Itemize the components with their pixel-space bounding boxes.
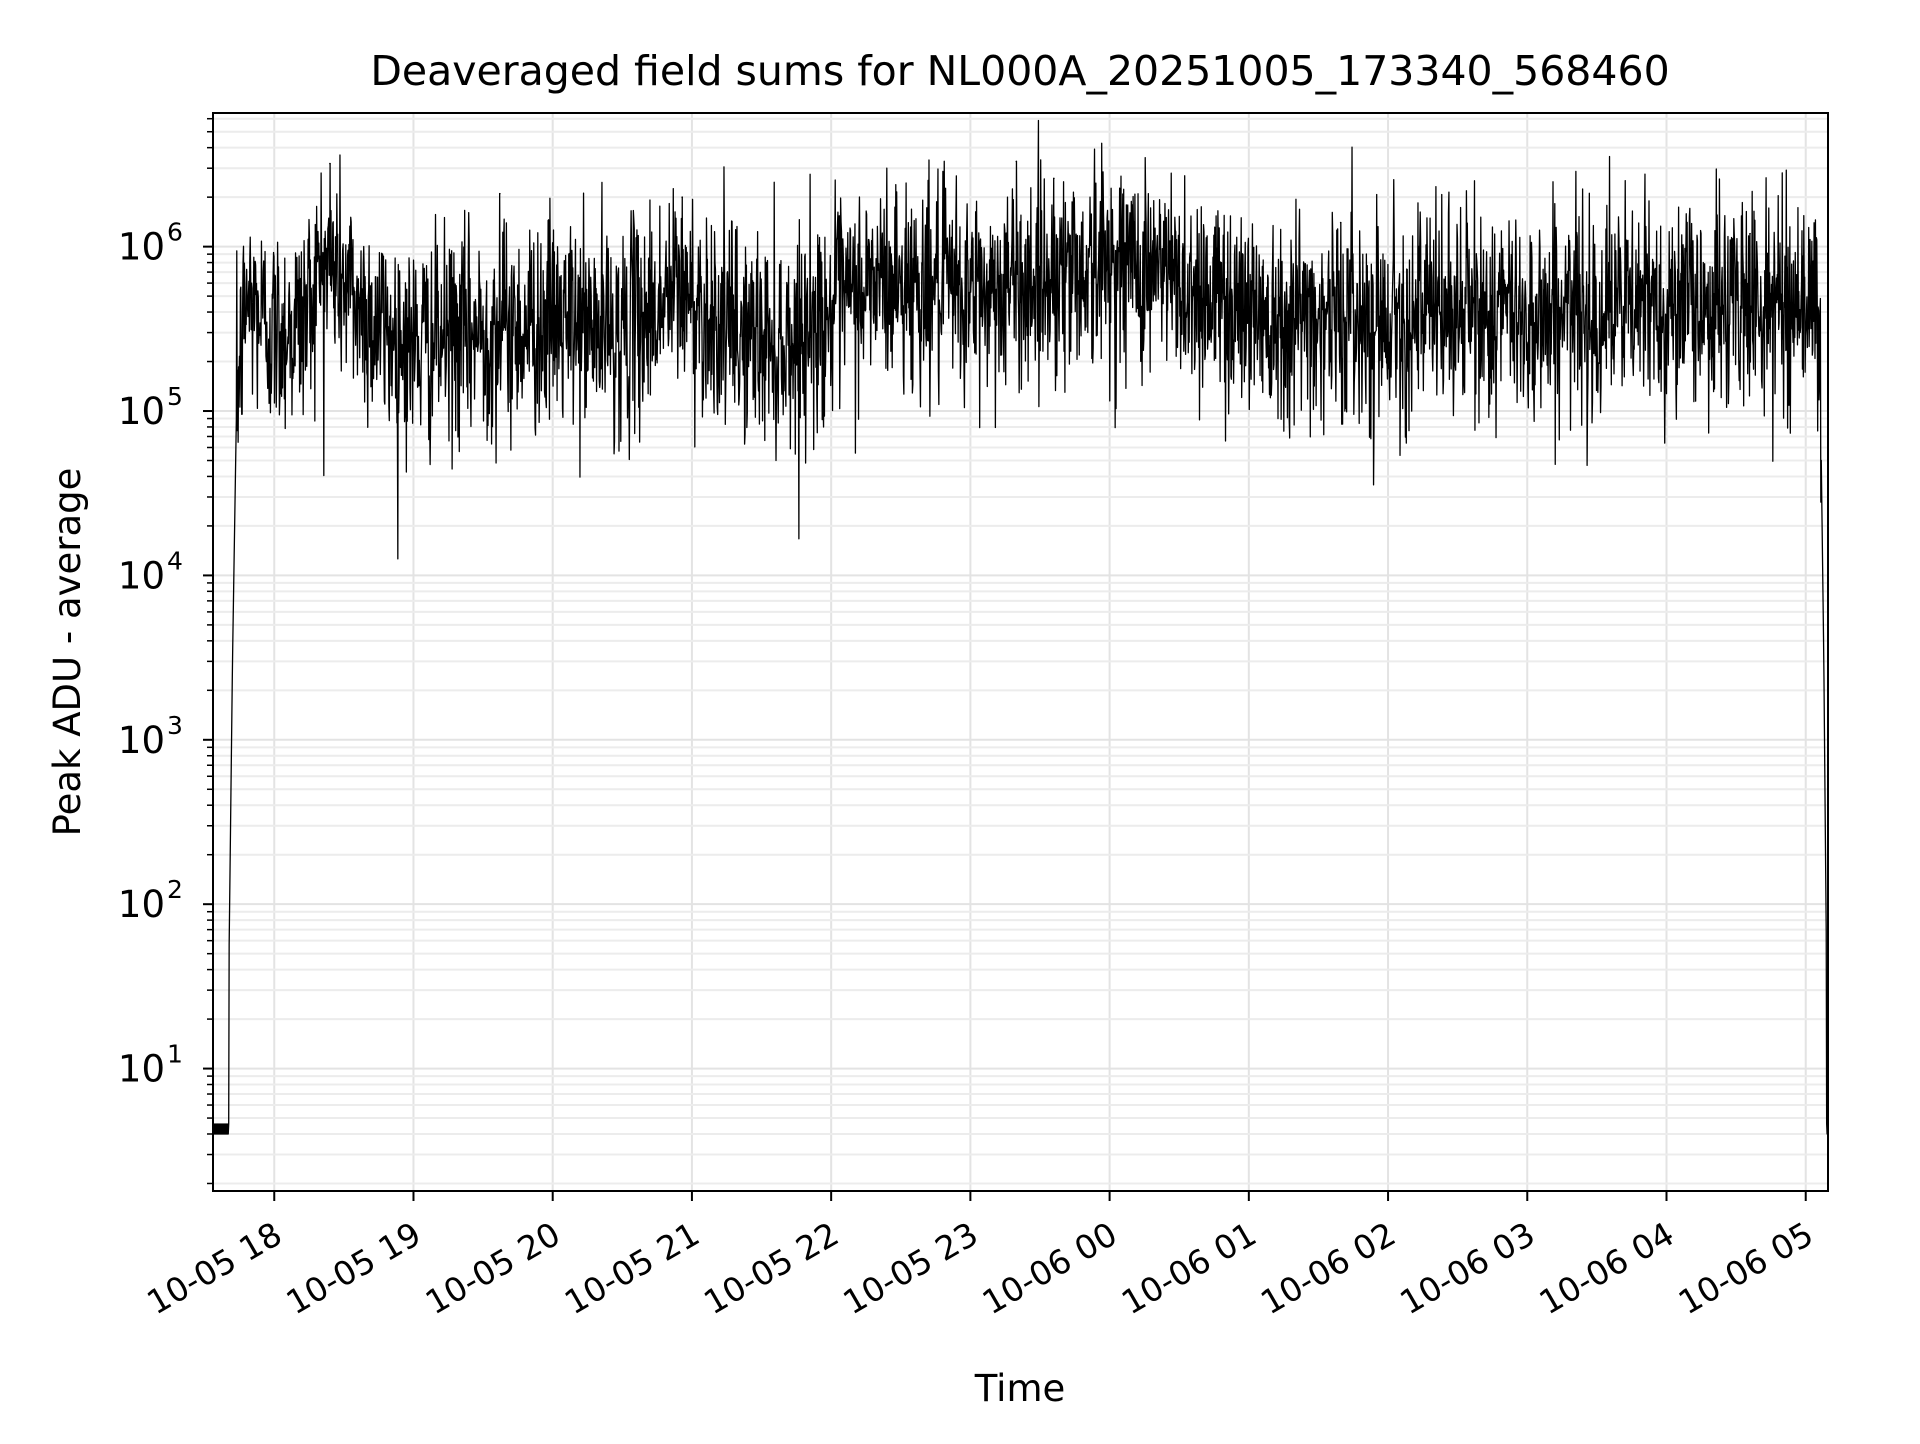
y-tick-exponent: 6 [167,218,183,247]
data-series-line [212,119,1829,1135]
y-tick-label: 10 2 [118,875,183,926]
y-tick-base: 10 [118,883,165,926]
y-axis-label: Peak ADU - average [46,468,89,837]
y-tick-base: 10 [118,390,165,433]
y-tick-base: 10 [118,226,165,269]
y-tick-label: 10 5 [118,382,183,433]
y-tick-base: 10 [118,719,165,762]
spike-point [1749,232,1751,235]
tick-layer [203,117,1807,1201]
plot-frame [212,112,1829,1192]
y-tick-label: 10 6 [118,218,183,269]
y-tick-label: 10 1 [118,1040,183,1091]
spike-point [681,196,683,198]
spike-point [1015,160,1018,163]
y-tick-exponent: 2 [167,875,183,904]
spike-point [1339,221,1342,224]
y-tick-base: 10 [118,1048,165,1091]
x-axis-label: Time [974,1367,1066,1410]
y-tick-base: 10 [118,554,165,597]
spike-point [499,192,501,195]
y-tick-exponent: 5 [167,382,183,411]
y-tick-label: 10 3 [118,711,183,762]
chart-title: Deaveraged field sums for NL000A_2025100… [370,47,1669,95]
spike-point [329,162,331,165]
y-tick-exponent: 1 [167,1040,183,1069]
y-tick-exponent: 4 [167,546,183,575]
y-tick-exponent: 3 [167,711,183,740]
series-layer [212,119,1829,1135]
spike-point [1053,177,1055,180]
y-tick-label: 10 4 [118,546,183,597]
